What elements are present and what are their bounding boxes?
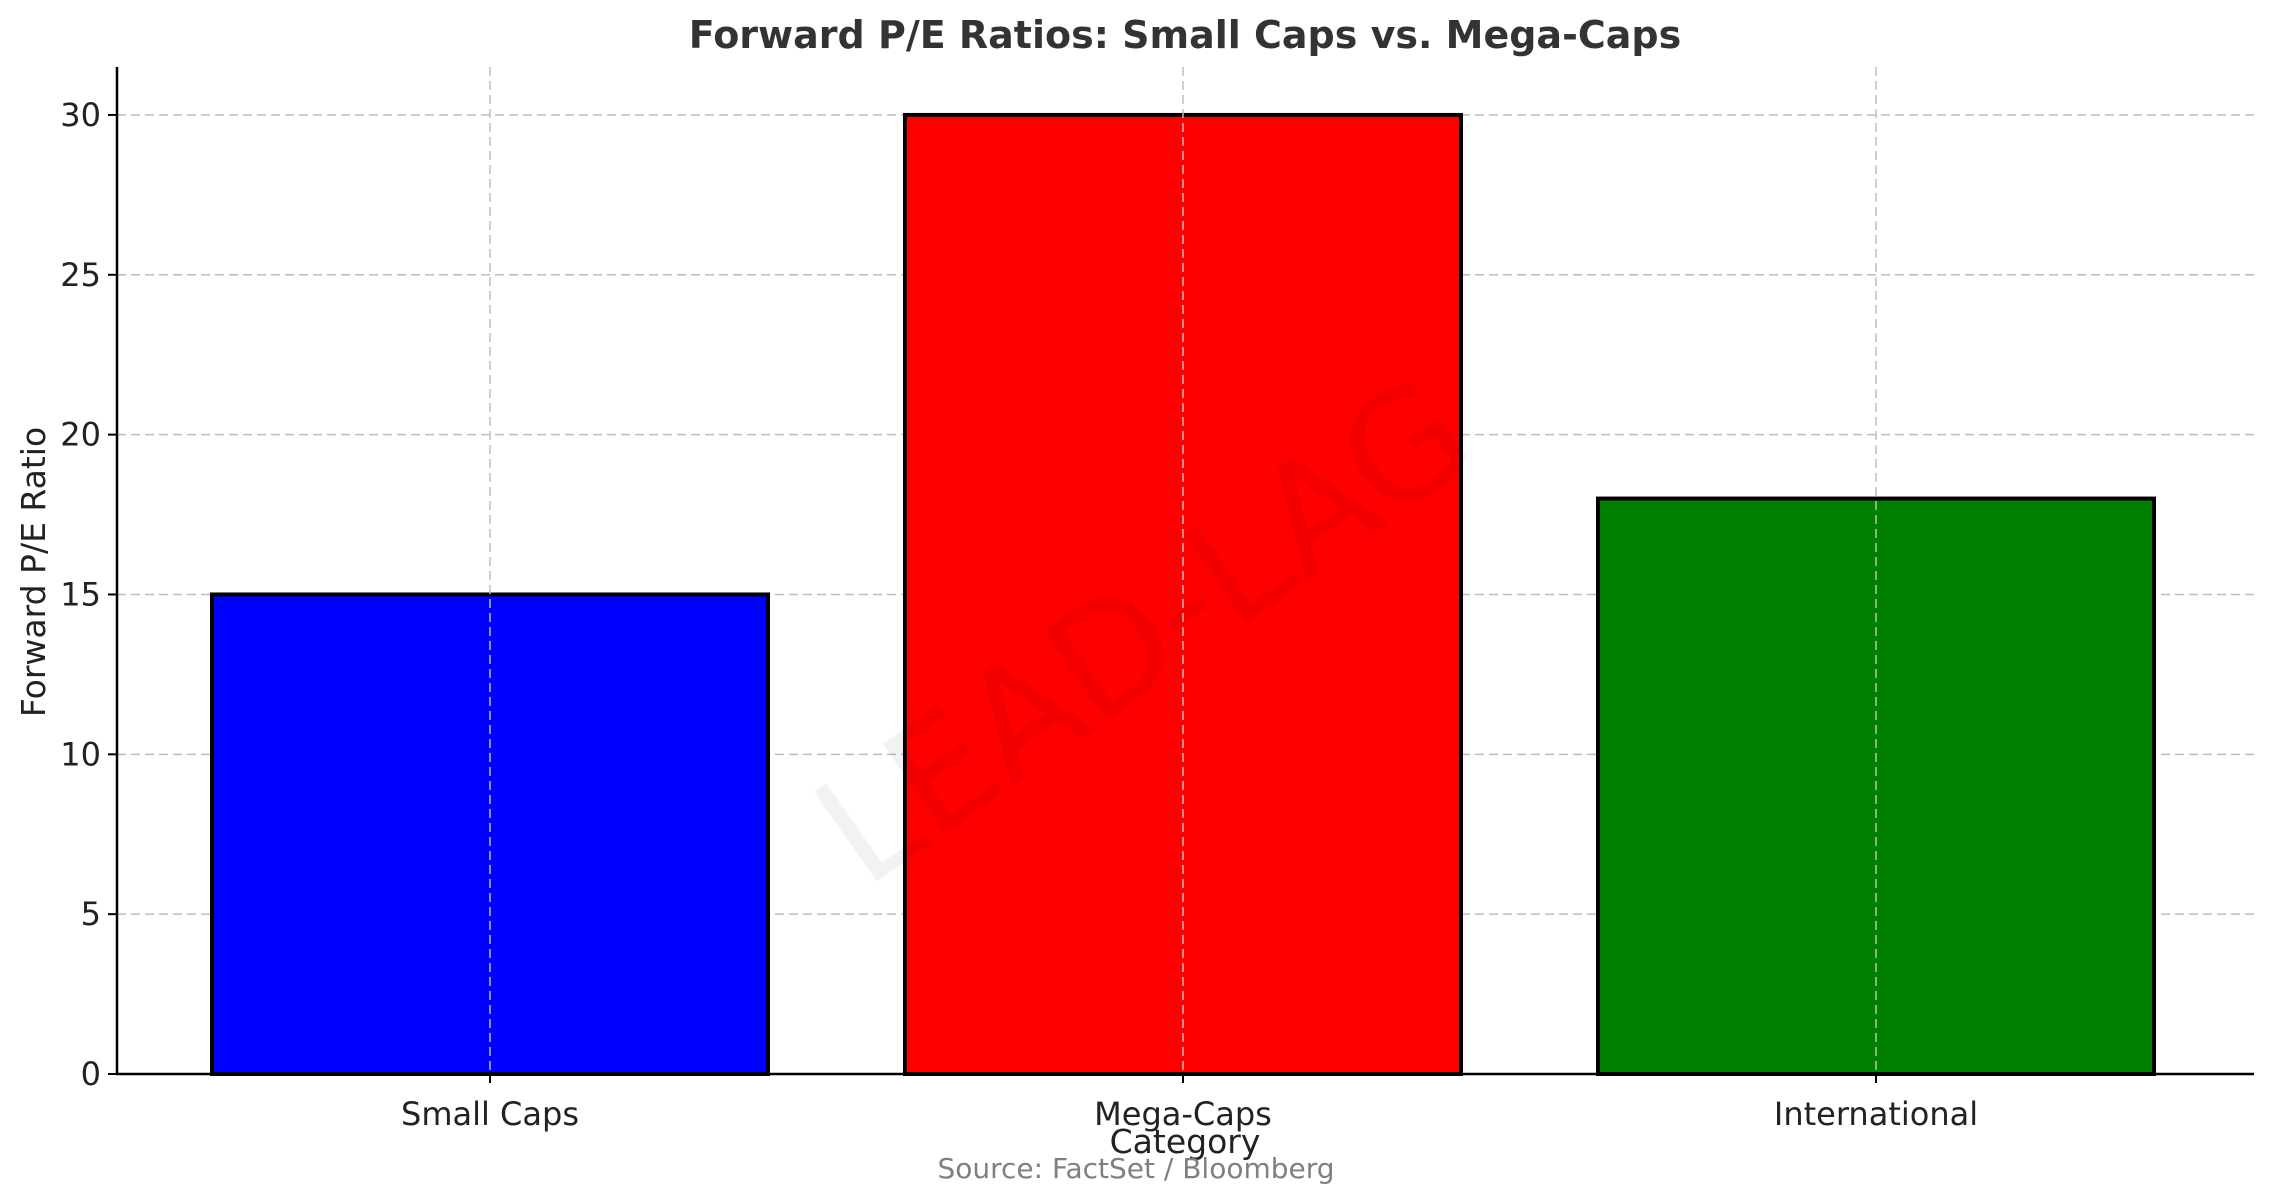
x-tick-label: Small Caps: [401, 1095, 579, 1133]
y-axis-label: Forward P/E Ratio: [14, 427, 53, 717]
x-tick-label: Mega-Caps: [1094, 1095, 1272, 1133]
y-tick-label: 30: [60, 96, 101, 134]
axes: [115, 67, 2254, 1076]
source-note: Source: FactSet / Bloomberg: [937, 1152, 1334, 1185]
y-tick-label: 0: [81, 1055, 101, 1093]
y-tick-label: 15: [60, 575, 101, 613]
y-tick-label: 10: [60, 735, 101, 773]
x-axis-label: Category: [1110, 1122, 1261, 1161]
x-tick-label: International: [1774, 1095, 1978, 1133]
y-axis-ticks: 0 5 10 15 20 25 30: [60, 96, 117, 1093]
y-tick-label: 25: [60, 256, 101, 294]
x-axis-ticks: Small Caps Mega-Caps International: [401, 1074, 1978, 1133]
y-tick-label: 20: [60, 416, 101, 454]
chart-title: Forward P/E Ratios: Small Caps vs. Mega-…: [689, 13, 1681, 57]
y-tick-label: 5: [81, 895, 101, 933]
bar-small-caps: [210, 592, 770, 1076]
